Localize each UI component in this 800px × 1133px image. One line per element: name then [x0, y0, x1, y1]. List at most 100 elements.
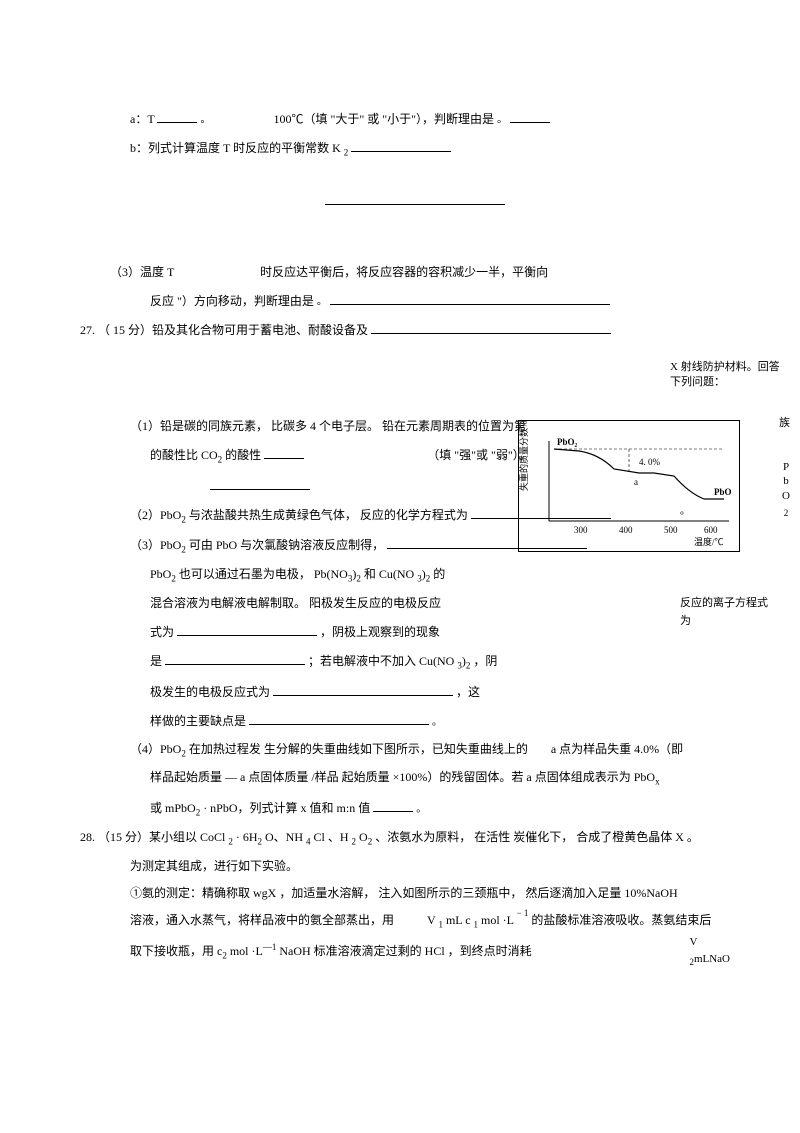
- text: mol ·L: [481, 913, 514, 927]
- sub: 2: [171, 574, 176, 584]
- blank: [165, 650, 305, 665]
- dot: 。: [200, 114, 210, 125]
- sup: —1: [263, 942, 277, 952]
- text: 或 mPbO: [150, 801, 196, 815]
- text: （1）铅是碳的同族元素， 比碳多 4 个电子层。 铅在元素周期表的位置为第: [130, 419, 526, 433]
- spacer: [110, 379, 720, 409]
- blank: [510, 108, 550, 123]
- blank: [373, 797, 413, 812]
- q27-3-line1: （3）PbO2 可由 PbO 与次氯酸钠溶液反应制得，: [110, 534, 720, 557]
- q28-title: 28. （15 分）某小组以 CoCl 2 · 6H 2 O、NH 4 Cl 、H…: [80, 828, 720, 849]
- q27-4-line1: （4）PbO2 在加热过程发 生分解的失重曲线如下图所示，已知失重曲线上的 a …: [110, 740, 720, 761]
- text: V 2mLNaO: [689, 934, 730, 970]
- text: 的: [433, 567, 445, 581]
- text: 和 Cu(NO: [364, 567, 417, 581]
- text: 是: [150, 654, 162, 668]
- blank: [273, 681, 453, 696]
- sub: 4: [306, 836, 311, 846]
- q27-2-line: （2）PbO2 与浓盐酸共热生成黄绿色气体， 反应的化学方程式为 。: [110, 504, 720, 527]
- exam-page: a：T 。 100℃（填 "大于" 或 "小于"），判断理由是 。 b：列式计算…: [0, 0, 800, 1011]
- text: 样做的主要缺点是: [150, 714, 246, 728]
- text: ；若电解液中不加入 Cu(NO: [308, 654, 457, 668]
- spacer: [110, 349, 720, 379]
- text: Cl 、H: [314, 830, 352, 844]
- line-a: a：T 。 100℃（填 "大于" 或 "小于"），判断理由是 。: [110, 108, 720, 129]
- text: mol ·L: [230, 944, 263, 958]
- text-a-label: a：T: [130, 112, 154, 126]
- text: 极发生的电极反应式为: [150, 685, 270, 699]
- text: V: [427, 913, 438, 927]
- line-b: b：列式计算温度 T 时反应的平衡常数 K 2: [110, 137, 720, 160]
- text: · 6H: [236, 830, 258, 844]
- text: 也可以通过石墨为电极， Pb(NO: [179, 567, 348, 581]
- text: 在加热过程发 生分解的失重曲线如下图所示，已知失重曲线上的: [189, 742, 528, 756]
- underline-row: [110, 475, 720, 496]
- text: ，阴: [473, 654, 497, 668]
- text: （2）PbO: [130, 508, 181, 522]
- text: 溶液，通入水蒸气，将样品液中的氨全部蒸出，用: [130, 913, 394, 927]
- text: mL c: [446, 913, 474, 927]
- q27-title-line: 27. （ 15 分）铅及其化合物可用于蓄电池、耐酸设备及: [80, 319, 720, 340]
- sub: 2: [181, 514, 186, 524]
- text: 混合溶液为电解液电解制取。 阳极发生反应的电极反应: [150, 596, 441, 610]
- blank: [371, 319, 611, 334]
- sub: 1: [438, 919, 443, 929]
- dot: 。: [680, 504, 690, 520]
- sub: 2: [426, 574, 431, 584]
- text: 28. （15 分）某小组以 CoCl: [80, 830, 228, 844]
- sub: 2: [181, 748, 186, 758]
- q28-line2: 为测定其组成，进行如下实验。: [110, 857, 720, 876]
- text: 样品起始质量 — a 点固体质量 /样品 起始质量 ×100%）的残留固体。若 …: [150, 770, 655, 784]
- text: （3）温度 T: [110, 265, 174, 279]
- sub: 2: [466, 661, 471, 671]
- q27-float-zu: 族: [779, 415, 790, 433]
- blank: [471, 504, 611, 519]
- blank: [157, 108, 197, 123]
- sub: 2: [222, 950, 227, 960]
- text: （填 "强"或 "弱"）。: [427, 448, 531, 462]
- blank: [177, 621, 317, 636]
- q27-float-pbo2: P b O 2: [782, 460, 790, 520]
- sub: 2: [356, 574, 361, 584]
- text: 为测定其组成，进行如下实验。: [130, 859, 298, 873]
- text: 的酸性比 CO: [150, 448, 218, 462]
- char: O: [782, 490, 790, 502]
- text: （4）PbO: [130, 742, 181, 756]
- sub: 2: [352, 836, 357, 846]
- text: ①氨的测定：精确称取 wgX ，加适量水溶解， 注入如图所示的三颈瓶中， 然后逐…: [130, 886, 678, 900]
- blank: [330, 290, 610, 305]
- text: O、NH: [265, 830, 306, 844]
- q27-3-line2: PbO2 也可以通过石墨为电极， Pb(NO3)2 和 Cu(NO 3)2 的: [110, 565, 720, 586]
- text: （3）PbO: [130, 538, 181, 552]
- q28-p1-line3: 取下接收瓶，用 c2 mol ·L—1 NaOH 标准溶液滴定过剩的 HCl ，…: [110, 940, 720, 963]
- blank: [351, 137, 451, 152]
- char: V: [689, 936, 697, 948]
- center-blank-1: [325, 190, 505, 205]
- dot: 。: [497, 114, 507, 125]
- text: NaOH 标准溶液滴定过剩的 HCl ，到终点时消耗: [279, 944, 531, 958]
- dot: 。: [317, 296, 327, 307]
- text: 式为: [150, 625, 174, 639]
- text: 。: [432, 717, 442, 728]
- q27-1-line1: （1）铅是碳的同族元素， 比碳多 4 个电子层。 铅在元素周期表的位置为第: [110, 417, 720, 436]
- sub: 2: [368, 836, 373, 846]
- text: 取下接收瓶，用 c: [130, 944, 222, 958]
- q-sub3-line1: （3）温度 T 时反应达平衡后，将反应容器的容积减少一半，平衡向: [110, 263, 720, 282]
- text: ，这: [456, 685, 480, 699]
- text: a 点为样品失重 4.0%（即: [551, 742, 683, 756]
- sub: 2: [181, 545, 186, 555]
- text: PbO: [150, 567, 171, 581]
- text-b-label: b：列式计算温度 T 时反应的平衡常数 K: [130, 141, 341, 155]
- text: 反应 "）方向移动，判断理由是: [150, 294, 314, 308]
- sub: 2: [218, 454, 223, 464]
- blank: [387, 534, 587, 549]
- blank: [249, 710, 429, 725]
- q27-3-line6: 极发生的电极反应式为 ，这: [110, 681, 720, 702]
- text-a-mid: 100℃（填 "大于" 或 "小于"），判断理由是: [273, 112, 494, 126]
- sub: 2: [196, 808, 201, 818]
- text: 的盐酸标准溶液吸收。蒸氨结束后: [531, 913, 711, 927]
- sub: x: [655, 777, 660, 787]
- text: · nPbO，列式计算 x 值和 m:n 值: [203, 801, 370, 815]
- text: 、浓氨水为原料， 在活性 炭催化下， 合成了橙黄色晶体 X 。: [375, 830, 699, 844]
- q27-float-text: X 射线防护材料。回答下列问题：: [670, 360, 780, 391]
